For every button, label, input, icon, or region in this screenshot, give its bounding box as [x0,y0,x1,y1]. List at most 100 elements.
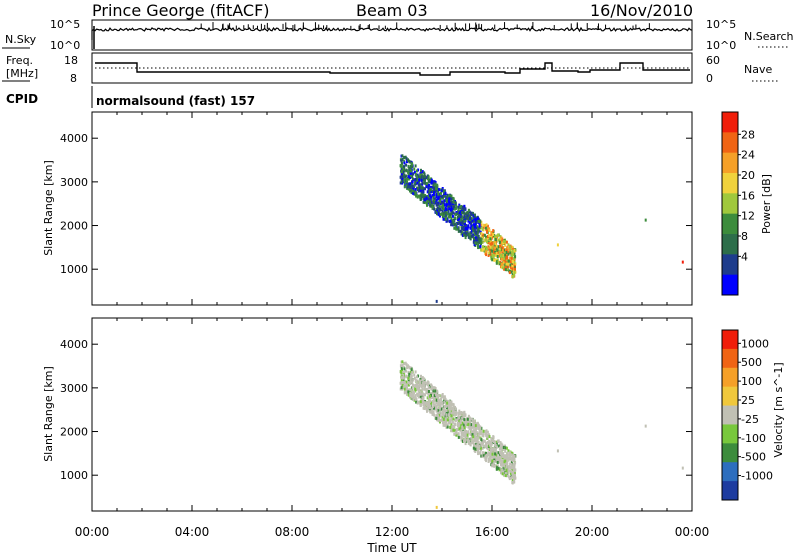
velocity-cell [452,403,455,407]
velocity-cell [427,393,430,397]
cpid-label: CPID [6,92,38,106]
power-cell [513,248,516,252]
power-cell [427,189,430,193]
velocity-cell [428,400,431,403]
power-cell [465,229,468,233]
velocity-cell [411,395,414,399]
power-cell [453,223,456,226]
velocity-cell [413,376,416,380]
velocity-cell [509,471,512,475]
velocity-cell [409,378,412,381]
power-cell [400,170,403,174]
velocity-cell [467,425,470,429]
velocity-cell [439,418,442,422]
velocity-cell [508,477,511,481]
power-cell [411,175,414,179]
power-cell [411,184,414,188]
power-cell [491,246,494,250]
velocity-cell [464,437,467,441]
power-cell [419,196,422,200]
power-cell [457,216,459,220]
velocity-cell [434,396,437,400]
velocity-cell [489,451,492,455]
power-cell [480,248,483,252]
power-cell [409,185,412,189]
velocity-cell [503,455,505,458]
velocity-cell [509,469,512,473]
power-cell [473,231,476,234]
power-cell [470,230,473,234]
velocity-cell [477,424,480,428]
velocity-cell [435,407,438,411]
power-cell [445,203,448,206]
velocity-cell [410,379,412,383]
power-cell [501,254,504,258]
power-cell [503,262,506,266]
power-cell [500,253,503,257]
power-cell [414,191,417,195]
power-cell [401,177,404,181]
power-cell [495,254,498,257]
velocity-cell [513,454,516,458]
velocity-cell [497,451,500,455]
power-cell [452,205,455,209]
velocity-cell [403,367,406,371]
velocity-cell [473,429,475,433]
power-cell [457,218,460,221]
nsearch-tick-top: 10^5 [706,18,736,31]
power-cell [484,238,487,242]
beam-title: Beam 03 [356,1,428,20]
y-tick-label: 4000 [60,338,88,351]
velocity-cell [489,448,492,452]
power-cell [407,175,410,179]
nsky-tick-top: 10^5 [50,18,80,31]
velocity-cell [488,433,491,437]
colorbar-segment [722,330,738,350]
power-cell [495,252,498,255]
power-cell [413,184,415,188]
power-axes: 1000 2000 3000 4000 [60,112,693,305]
velocity-cell [450,407,453,411]
velocity-cell [434,389,437,393]
velocity-cell [681,466,684,470]
power-cell [432,183,435,187]
power-cell [501,249,504,253]
power-cell [512,249,515,253]
velocity-cell [472,435,475,439]
power-cell [494,242,497,246]
power-cell [479,240,482,244]
velocity-cell [437,409,440,413]
power-colorbar: 28 24 20 16 12 8 4 [721,111,755,296]
velocity-cell [437,402,440,406]
velocity-cell [443,400,446,404]
power-cell [497,245,500,249]
velocity-cell [439,402,442,406]
power-cell [442,215,445,219]
power-cell [463,212,466,216]
power-cell [476,234,479,238]
power-cell [435,185,437,189]
power-cell [498,240,501,244]
velocity-cell [448,403,451,407]
velocity-cell [473,438,476,442]
power-cell [420,173,423,177]
power-cell [505,249,508,253]
velocity-cell [459,411,462,415]
power-cell [411,186,414,190]
nsky-panel [91,19,693,51]
power-cell [459,229,462,233]
velocity-cell [439,405,441,409]
velocity-cell [409,393,412,397]
velocity-cell [502,446,505,449]
x-tick-label: 08:00 [275,525,310,539]
power-cell [494,251,497,254]
power-cell [432,199,435,203]
power-cell [404,163,407,167]
velocity-cell [449,425,452,429]
velocity-cell [514,473,516,477]
power-cell [475,231,478,235]
velocity-cell [494,441,497,445]
velocity-cell [504,446,507,450]
velocity-cell [405,374,408,378]
colorbar-segment [722,254,738,276]
